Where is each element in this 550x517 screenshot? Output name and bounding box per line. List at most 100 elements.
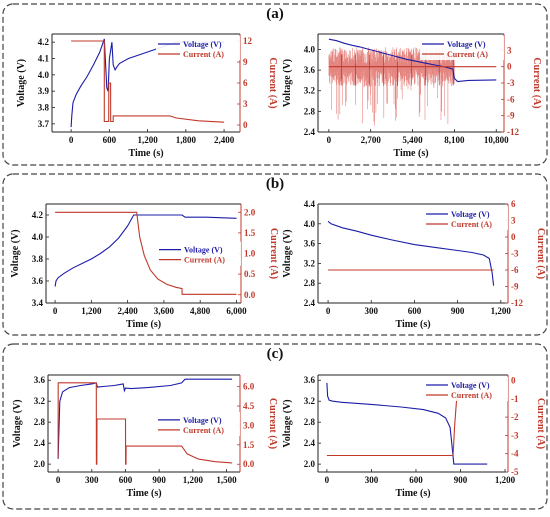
x-tick-label: 900 xyxy=(451,306,465,316)
y-axis-label-left: Voltage (V) xyxy=(16,59,27,107)
y-tick-label-right: -2 xyxy=(511,412,519,422)
y-tick-label-left: 3.4 xyxy=(32,298,44,308)
legend-label: Current (A) xyxy=(447,50,488,59)
legend-bg xyxy=(157,241,241,266)
voltage-line xyxy=(57,378,233,459)
y-axis-label-right: Current (A) xyxy=(267,57,278,108)
y-axis-label-left: Voltage (V) xyxy=(282,399,293,447)
plot-area xyxy=(57,378,233,465)
voltage-line xyxy=(326,382,488,465)
x-tick-label: 0 xyxy=(56,475,61,485)
y-tick-label-right: 12 xyxy=(243,36,253,46)
y-tick-label-left: 2.4 xyxy=(304,127,316,137)
y-tick-label-right: -1 xyxy=(511,394,519,404)
x-tick-label: 600 xyxy=(409,475,423,485)
y-tick-label-right: 0 xyxy=(507,62,512,72)
y-tick-label-right: 3 xyxy=(243,99,248,109)
legend-label: Voltage (V) xyxy=(183,416,222,425)
current-line xyxy=(57,382,233,465)
plot-area xyxy=(328,38,497,126)
y-tick-label-right: 6 xyxy=(511,199,516,209)
y-tick-label-left: 2.0 xyxy=(304,459,316,469)
x-tick-label: 0 xyxy=(69,135,74,145)
y-tick-label-right: 0.0 xyxy=(244,290,256,300)
x-tick-label: 2,400 xyxy=(118,306,139,316)
legend-label: Voltage (V) xyxy=(451,381,490,390)
x-tick-label: 900 xyxy=(152,475,166,485)
x-axis-label: Time (s) xyxy=(128,148,163,159)
x-tick-label: 8,100 xyxy=(444,135,465,145)
x-tick-label: 1,500 xyxy=(216,475,237,485)
legend-label: Current (A) xyxy=(184,256,225,265)
x-axis-label: Time (s) xyxy=(126,319,161,330)
y-tick-label-right: 0.5 xyxy=(244,269,256,279)
y-tick-label-left: 4.2 xyxy=(32,210,44,220)
x-tick-label: 1,200 xyxy=(137,135,158,145)
legend-label: Current (A) xyxy=(183,50,224,59)
y-tick-label-right: 3.0 xyxy=(243,420,255,430)
y-tick-label-right: 9 xyxy=(243,57,248,67)
y-tick-label-right: -9 xyxy=(507,111,515,121)
voltage-line xyxy=(54,214,237,287)
legend-bg xyxy=(156,411,240,436)
plot-area xyxy=(54,211,237,295)
y-tick-label-left: 4.0 xyxy=(38,70,50,80)
y-tick-label-left: 4.0 xyxy=(304,219,316,229)
x-tick-label: 300 xyxy=(85,475,99,485)
panel-label-a: (a) xyxy=(266,6,284,22)
y-axis-label-right: Current (A) xyxy=(535,398,546,449)
charts-layer: 0 600 1,200 1,800 2,4003.73.83.94.04.14.2036… xyxy=(10,33,546,499)
x-tick-label: 0 xyxy=(325,475,330,485)
y-axis-label-left: Voltage (V) xyxy=(12,399,23,447)
y-tick-label-right: 2.0 xyxy=(244,207,256,217)
panel-label-c: (c) xyxy=(267,346,284,362)
legend-label: Current (A) xyxy=(183,426,224,435)
y-tick-label-left: 3.6 xyxy=(304,239,316,249)
y-tick-label-left: 2.4 xyxy=(304,438,316,448)
panel-frame-a xyxy=(2,3,548,166)
y-tick-label-left: 3.6 xyxy=(32,276,44,286)
x-tick-label: 0 xyxy=(326,306,331,316)
x-tick-label: 2,700 xyxy=(361,135,382,145)
legend: Voltage (V)Current (A) xyxy=(157,241,241,266)
current-line xyxy=(71,40,225,123)
legend-label: Voltage (V) xyxy=(447,40,486,49)
x-tick-label: 6,000 xyxy=(226,306,247,316)
y-axis-label-right: Current (A) xyxy=(535,228,546,279)
y-tick-label-right: -5 xyxy=(511,467,519,477)
y-tick-label-right: 3 xyxy=(507,45,512,55)
x-tick-label: 600 xyxy=(408,306,422,316)
y-axis-label-right: Current (A) xyxy=(267,398,278,449)
x-tick-label: 1,800 xyxy=(176,135,197,145)
plot-area xyxy=(70,38,225,128)
x-tick-label: 2,400 xyxy=(214,135,235,145)
y-tick-label-right: -12 xyxy=(507,127,519,137)
legend-bg xyxy=(156,36,240,60)
y-tick-label-left: 2.4 xyxy=(34,438,46,448)
voltage-line xyxy=(70,38,225,128)
y-tick-label-left: 3.6 xyxy=(34,375,46,385)
y-tick-label-left: 3.2 xyxy=(304,258,316,268)
y-tick-label-right: 1.5 xyxy=(244,228,256,238)
x-axis-label: Time (s) xyxy=(126,488,161,499)
chart-4: 0 300 600 900 1,200 2.4 2.8 3.2 3.6 4.0 4.4 -12 -9 -6… xyxy=(282,199,546,330)
y-tick-label-left: 4.2 xyxy=(38,37,50,47)
legend: Voltage (V)Current (A) xyxy=(156,411,240,436)
x-tick-label: 300 xyxy=(365,306,379,316)
y-tick-label-left: 2.8 xyxy=(304,417,316,427)
x-tick-label: 3,600 xyxy=(154,306,175,316)
y-tick-label-right: 6 xyxy=(243,78,248,88)
panel-frame-b xyxy=(2,173,548,336)
legend-bg xyxy=(424,377,508,401)
x-tick-label: 0 xyxy=(327,135,332,145)
chart-1: 0 600 1,200 1,800 2,400 3.7 3.8 3.9 4.0 4.1 4.2 0 3 6… xyxy=(16,33,278,159)
voltage-line xyxy=(328,38,497,83)
y-tick-label-right: -6 xyxy=(507,94,515,104)
x-axis-label: Time (s) xyxy=(393,148,428,159)
legend-label: Voltage (V) xyxy=(451,210,490,219)
y-tick-label-right: 6.0 xyxy=(243,382,255,392)
x-tick-label: 4,800 xyxy=(190,306,211,316)
y-tick-label-left: 4.1 xyxy=(38,54,50,64)
x-tick-label: 1,200 xyxy=(491,306,512,316)
